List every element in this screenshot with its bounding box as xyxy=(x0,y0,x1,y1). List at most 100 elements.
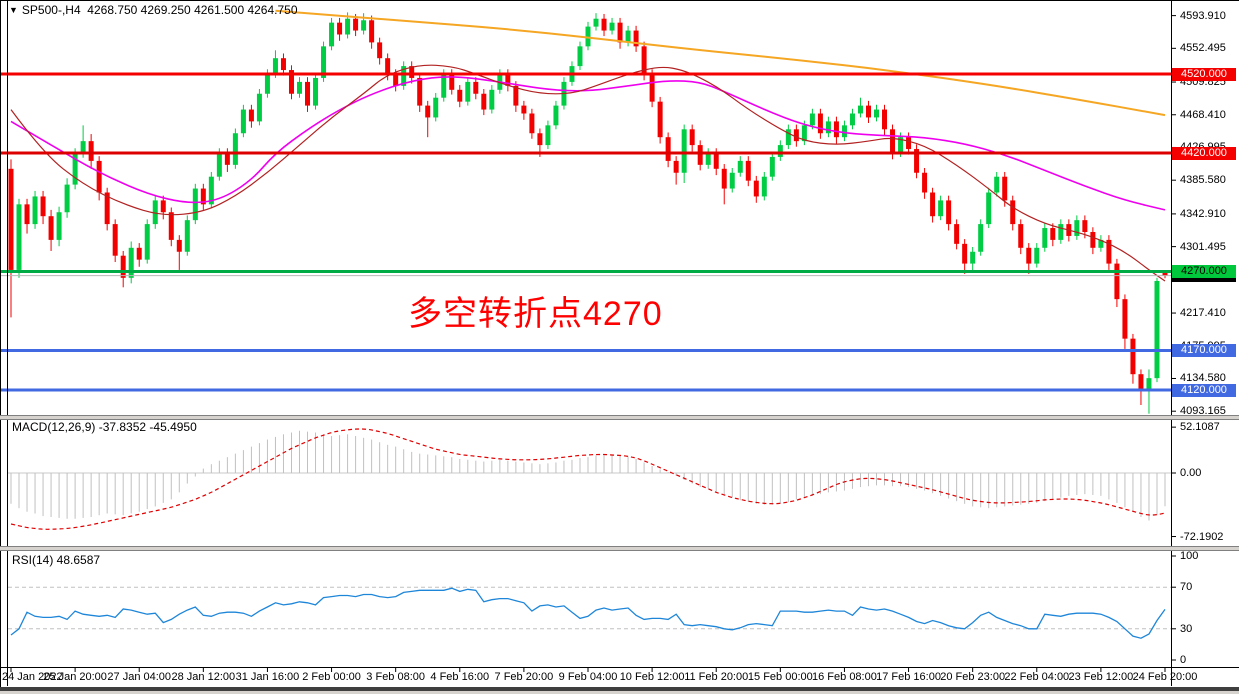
candle-body xyxy=(409,66,415,78)
candle-body xyxy=(353,18,359,31)
candle-body xyxy=(369,20,375,43)
candle-body xyxy=(1130,338,1136,375)
time-axis-label: 4 Feb 16:00 xyxy=(430,671,490,683)
ohlc-readout: 4268.750 4269.250 4261.500 4264.750 xyxy=(87,3,298,17)
hline-badge-4120: 4120.000 xyxy=(1172,383,1236,397)
candle-body xyxy=(641,46,647,74)
candle-body xyxy=(793,129,799,142)
candle-body xyxy=(1050,228,1056,240)
rsi-indicator-label: RSI(14) 48.6587 xyxy=(12,553,101,567)
symbol-dropdown-icon[interactable]: ▼ xyxy=(9,5,18,15)
candle-body xyxy=(449,74,455,90)
candle-body xyxy=(24,204,30,225)
bottom-edge xyxy=(0,691,1239,694)
price-tick-label: 4385.580 xyxy=(1180,174,1226,187)
candle-body xyxy=(72,153,78,185)
candle-body xyxy=(160,200,166,213)
candle-body xyxy=(593,18,599,27)
candle-body xyxy=(513,85,519,106)
candle-body xyxy=(305,81,311,106)
candle-body xyxy=(753,180,759,197)
price-annotation: 多空转折点4270 xyxy=(408,295,663,333)
candle-body xyxy=(857,105,863,114)
candle-body xyxy=(208,176,214,205)
candle-body xyxy=(882,109,888,130)
candle-body xyxy=(930,192,936,217)
candle-body xyxy=(433,97,439,118)
candle-body xyxy=(1154,280,1160,379)
price-tick-label: 4593.910 xyxy=(1180,9,1226,22)
candle-body xyxy=(970,251,976,264)
candle-body xyxy=(120,255,126,278)
candle-body xyxy=(200,188,206,205)
candle-body xyxy=(874,109,879,118)
candle-body xyxy=(609,22,615,31)
panel-splitter-2[interactable] xyxy=(0,547,1239,550)
macd-tick-label: 0.00 xyxy=(1180,467,1202,479)
hline-badge-4420: 4420.000 xyxy=(1172,146,1236,160)
candle-body xyxy=(1098,239,1104,248)
candle-body xyxy=(337,22,343,35)
time-axis-label: 11 Feb 20:00 xyxy=(684,671,749,683)
rsi-tick-label: 70 xyxy=(1180,581,1193,594)
candle-body xyxy=(585,26,591,47)
time-axis-label: 22 Feb 04:00 xyxy=(1004,671,1070,683)
candle-body xyxy=(1146,378,1152,390)
time-axis-label: 27 Jan 04:00 xyxy=(107,671,172,683)
price-tick-label: 4342.910 xyxy=(1180,207,1226,220)
candle-body xyxy=(537,133,543,146)
candle-body xyxy=(657,101,663,138)
time-axis-label: 25 Jan 20:00 xyxy=(43,671,107,683)
bottom-scrollbar[interactable] xyxy=(0,687,1239,691)
candle-body xyxy=(1018,224,1024,248)
candle-body xyxy=(777,145,783,157)
candle-body xyxy=(16,204,22,270)
candle-body xyxy=(809,113,815,126)
candle-body xyxy=(40,196,46,217)
candle-body xyxy=(922,172,928,193)
candle-body xyxy=(8,168,14,270)
candle-body xyxy=(906,137,912,150)
candle-body xyxy=(841,125,847,138)
panel-splitter-1[interactable] xyxy=(0,416,1239,419)
time-axis-label: 10 Feb 12:00 xyxy=(619,671,685,683)
candle-body xyxy=(801,125,807,142)
price-tick-label: 4301.495 xyxy=(1180,240,1226,253)
candle-body xyxy=(1074,220,1080,236)
candle-body xyxy=(417,77,423,106)
rsi-tick-label: 0 xyxy=(1180,654,1187,666)
candle-body xyxy=(313,77,319,106)
price-tick-label: 4093.165 xyxy=(1180,405,1226,418)
candle-body xyxy=(329,22,335,47)
candle-body xyxy=(377,42,383,59)
candle-body xyxy=(441,74,447,98)
candle-body xyxy=(521,105,527,114)
candle-body xyxy=(825,121,831,134)
candle-body xyxy=(184,220,190,252)
time-axis-label: 24 Jan 2022 xyxy=(2,671,63,683)
candle-body xyxy=(1090,232,1096,248)
candle-body xyxy=(176,239,182,252)
candle-body xyxy=(224,153,230,165)
candle-body xyxy=(625,30,631,43)
candle-body xyxy=(64,184,70,213)
candle-body xyxy=(240,109,246,134)
candle-body xyxy=(633,30,639,47)
candle-body xyxy=(232,133,238,165)
price-tick-label: 4134.580 xyxy=(1180,372,1226,385)
hline-badge-4520: 4520.000 xyxy=(1172,67,1236,81)
candle-body xyxy=(489,89,495,110)
hline-badge-4270: 4270.000 xyxy=(1172,265,1236,278)
rsi-line xyxy=(10,587,1166,639)
price-tick-label: 4217.410 xyxy=(1180,307,1226,320)
candle-body xyxy=(256,93,262,122)
candle-body xyxy=(152,200,158,225)
candle-body xyxy=(529,113,535,134)
time-axis-label: 15 Feb 00:00 xyxy=(747,671,813,683)
candle-body xyxy=(1010,200,1016,225)
time-axis-label: 7 Feb 20:00 xyxy=(494,671,554,683)
candle-body xyxy=(505,74,511,86)
candle-body xyxy=(96,160,102,193)
rsi-tick-label: 100 xyxy=(1180,550,1199,562)
